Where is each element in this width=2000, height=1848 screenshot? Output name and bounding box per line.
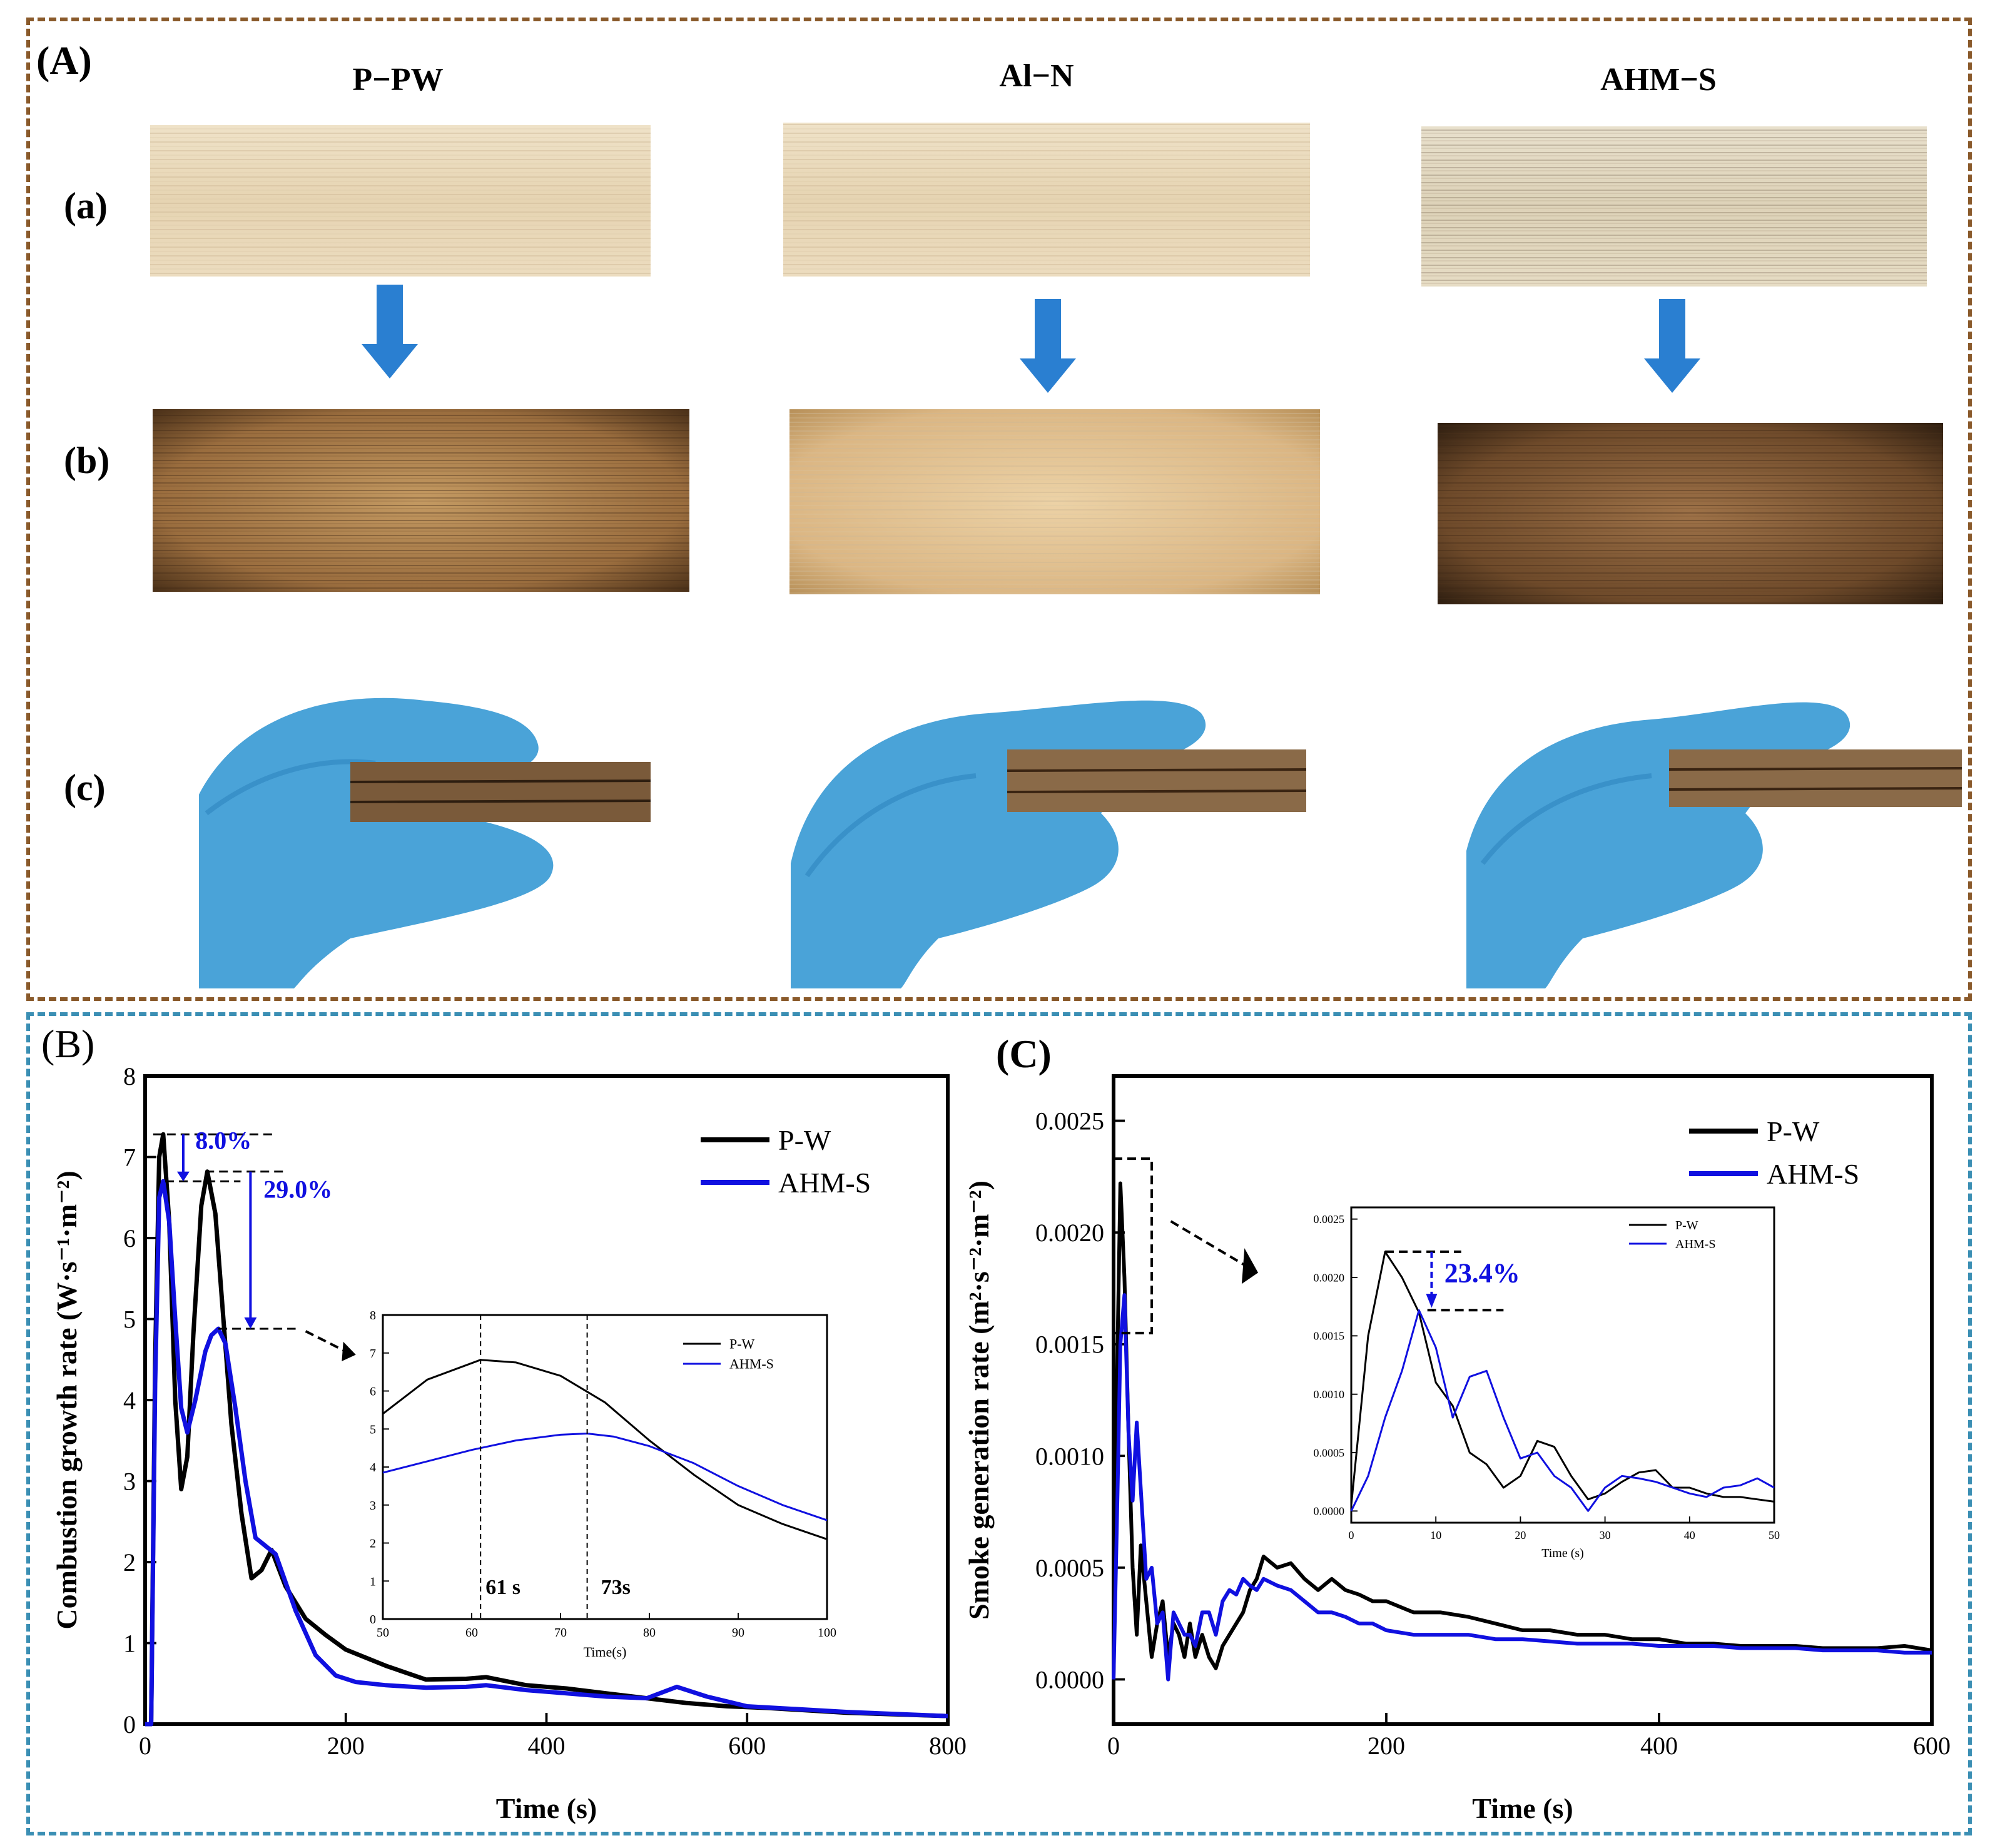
column-title-aln: Al−N	[999, 58, 1074, 94]
row-label-b: (b)	[64, 440, 110, 481]
glove-cross-section-aln	[791, 700, 1307, 988]
sample-b-aln	[789, 409, 1320, 594]
row-label-a: (a)	[64, 185, 108, 226]
column-title-ahms: AHM−S	[1600, 62, 1717, 98]
column-title-ppw: P−PW	[352, 62, 444, 98]
sample-a-aln	[783, 123, 1310, 277]
sample-b-ahms	[1438, 423, 1943, 604]
glove-cross-section-ahms	[1466, 702, 1962, 988]
panel-c-label: (C)	[996, 1032, 1052, 1076]
panel-a-frame	[26, 18, 1972, 1001]
panel-a-photos	[150, 123, 1962, 988]
panel-bc-frame	[26, 1012, 1972, 1835]
panel-a-label: (A)	[36, 38, 92, 83]
glove-cross-section-ppw	[199, 698, 651, 988]
sample-a-ppw	[150, 125, 651, 277]
panel-b-label: (B)	[41, 1022, 95, 1066]
row-label-c: (c)	[64, 767, 106, 808]
sample-b-ppw	[153, 409, 689, 592]
sample-a-ahms	[1421, 126, 1927, 287]
arrow-down-icon	[362, 285, 1700, 393]
